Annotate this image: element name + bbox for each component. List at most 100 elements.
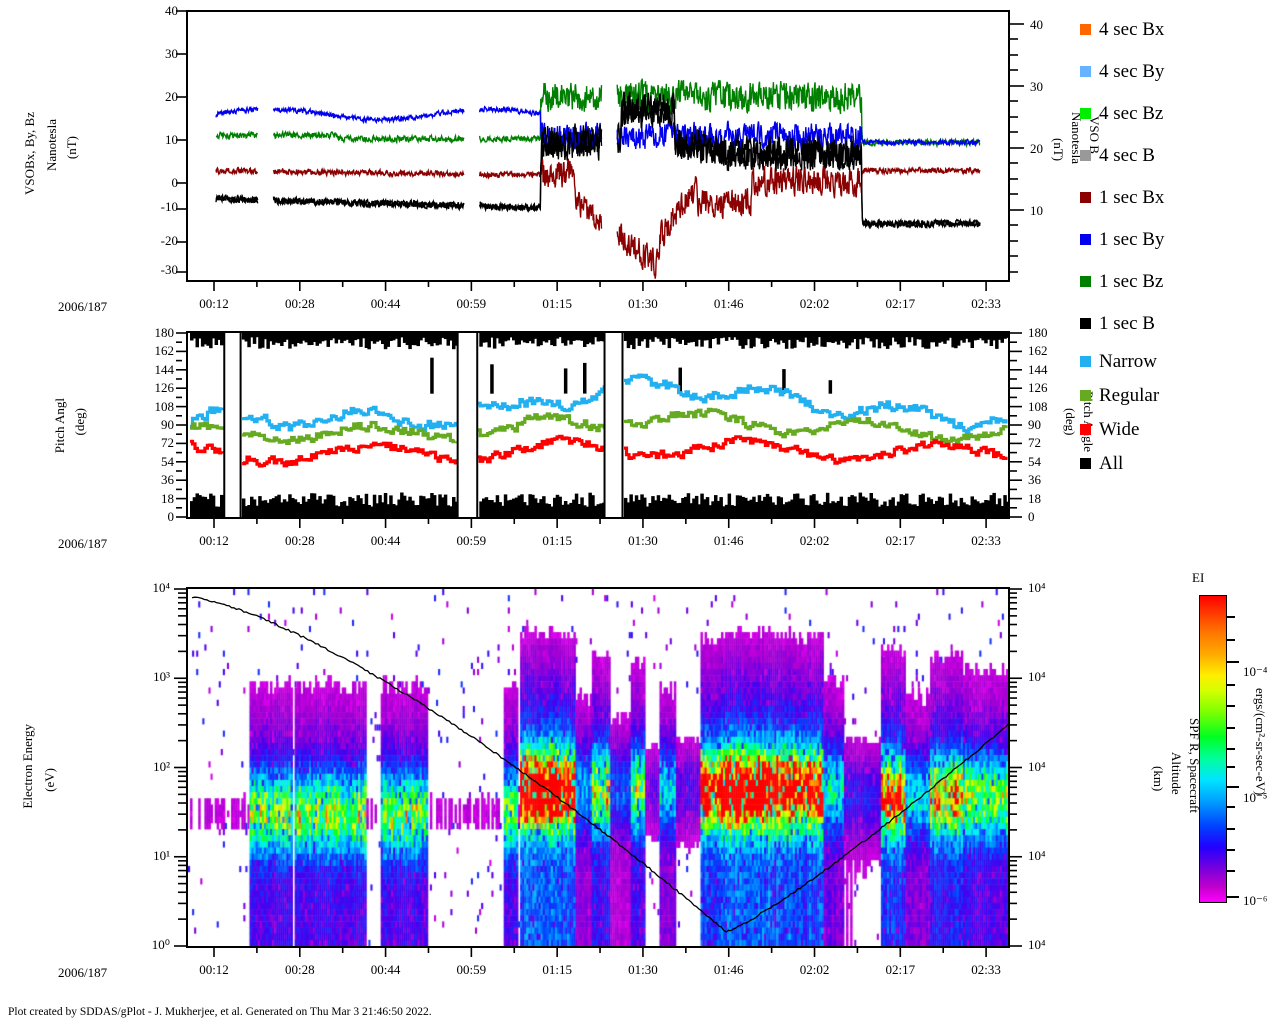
date-stamp-middle: 2006/187 [58,536,108,551]
xtick-label: 02:17 [885,296,916,311]
ytick-label: 54 [1028,453,1041,469]
ytick-label-right: 10⁴ [1028,758,1046,774]
pitch-angle-panel [186,331,1010,519]
ytick-label-right: 10⁴ [1028,847,1046,863]
ytick-label-right: 10⁴ [1028,580,1046,595]
ytick-label: 10² [153,758,170,774]
ytick-label: 126 [1028,380,1048,396]
legend-item-all[interactable]: All [1080,446,1280,480]
legend-item-4-sec-bz[interactable]: 4 sec Bz [1080,92,1280,134]
colorbar-minor-tick [1226,848,1235,851]
colorbar-minor-tick [1226,683,1235,686]
legend-swatch-icon [1080,23,1091,35]
xtick-label: 00:28 [284,533,315,548]
pitch-angle-plot [190,333,1008,517]
xtick-label: 00:59 [456,962,487,977]
mag-axis-title-left-1: VSOBx, By, Bz [22,112,37,195]
spec-xtickmarks [213,948,987,957]
legend-item-4-sec-bx[interactable]: 4 sec Bx [1080,8,1280,50]
xtick-label: 00:59 [456,296,487,311]
date-stamp-bottom: 2006/187 [58,965,108,980]
ytick-label: 10³ [153,669,170,685]
colorbar-major-tick [1226,660,1239,663]
colorbar-label: 10⁻⁴ [1243,664,1268,679]
mag-left-tickmarks [176,10,186,273]
legend-item-1-sec-b[interactable]: 1 sec B [1080,302,1280,344]
xtick-label: 02:02 [799,296,830,311]
legend: 4 sec Bx 4 sec By 4 sec Bz 4 sec B 1 sec Bx 1… [1080,8,1280,480]
ytick-label: 18 [161,490,174,506]
pa-left-tickmarks [176,332,186,518]
ytick: -10 [160,199,178,214]
legend-item-label: Wide [1099,418,1140,440]
xtick-label: 00:44 [370,296,401,311]
ytick-label: 10⁰ [151,937,170,952]
ytick-label: 10⁴ [152,580,170,595]
legend-item-regular[interactable]: Regular [1080,378,1280,412]
colorbar-minor-tick [1226,806,1235,809]
ytick-label: 108 [1028,398,1048,414]
colorbar-label: 10⁻⁶ [1243,893,1268,908]
ytick-right: 30 [1030,79,1043,94]
legend-swatch-icon [1080,191,1091,203]
ytick-label: 36 [1028,472,1041,488]
pa-axis-title-right-2: (deg) [1063,408,1078,436]
colorbar-label: 10⁻⁵ [1243,790,1268,805]
legend-item-label: 4 sec By [1099,60,1165,82]
legend-swatch-icon [1080,275,1091,287]
colorbar-title: EI [1192,570,1205,585]
colorbar-minor-tick [1226,748,1235,750]
xtick-label: 01:46 [713,533,744,548]
legend-item-wide[interactable]: Wide [1080,412,1280,446]
legend-item-1-sec-bx[interactable]: 1 sec Bx [1080,176,1280,218]
ytick-right: 40 [1030,17,1043,32]
legend-item-narrow[interactable]: Narrow [1080,344,1280,378]
legend-swatch-icon [1080,389,1091,401]
legend-item-1-sec-bz[interactable]: 1 sec Bz [1080,260,1280,302]
legend-item-4-sec-b[interactable]: 4 sec B [1080,134,1280,176]
legend-item-label: Narrow [1099,350,1158,372]
ytick-label: 10¹ [153,847,170,863]
legend-item-4-sec-by[interactable]: 4 sec By [1080,50,1280,92]
colorbar-minor-tick [1226,705,1235,708]
xtick-label: 02:17 [885,533,916,548]
ytick: -20 [160,233,178,248]
ytick: 20 [165,89,178,104]
spec-axis-title-right-1: SPF R, Spacecraft [1187,718,1202,813]
colorbar-minor-tick [1226,827,1235,830]
colorbar-gradient [1199,595,1227,903]
footer-credit: Plot created by SDDAS/gPlot - J. Mukherj… [8,1006,432,1018]
legend-item-label: 1 sec Bz [1099,270,1164,292]
magnetic-field-plot [215,78,981,279]
ytick-label-right: 10⁴ [1028,937,1046,952]
altitude-trace [191,596,1008,933]
magnetic-field-panel [186,10,1010,282]
colorbar-major-tick [1226,786,1239,789]
xtick-label: 01:30 [628,533,658,548]
ytick-label: 126 [154,380,175,396]
xtick-label: 00:12 [199,962,229,977]
spec-axis-title-left-2: (eV) [42,768,57,792]
xtick-label: 01:15 [542,533,572,548]
xtick-label: 00:44 [370,962,401,977]
spec-left-tickmarks [174,588,186,947]
colorbar-minor-tick [1226,726,1235,729]
ytick: 10 [165,132,178,147]
colorbar-minor-tick [1226,639,1235,642]
legend-swatch-icon [1080,423,1091,435]
legend-item-label: 1 sec Bx [1099,186,1165,208]
ytick-label: 54 [161,453,174,469]
xtick-label: 01:30 [628,296,658,311]
legend-item-label: 1 sec By [1099,228,1165,250]
xtick-label: 00:12 [199,533,229,548]
legend-item-label: 4 sec B [1099,144,1155,166]
date-stamp-top: 2006/187 [58,299,108,314]
legend-swatch-icon [1080,355,1091,367]
ytick: 0 [171,175,179,190]
xtick-label: 00:28 [284,962,315,977]
ytick-label: 180 [1028,325,1048,340]
ytick-right: 10 [1030,203,1043,218]
legend-item-1-sec-by[interactable]: 1 sec By [1080,218,1280,260]
ytick-label: 162 [1028,343,1048,359]
xtick-label: 01:30 [628,962,658,977]
